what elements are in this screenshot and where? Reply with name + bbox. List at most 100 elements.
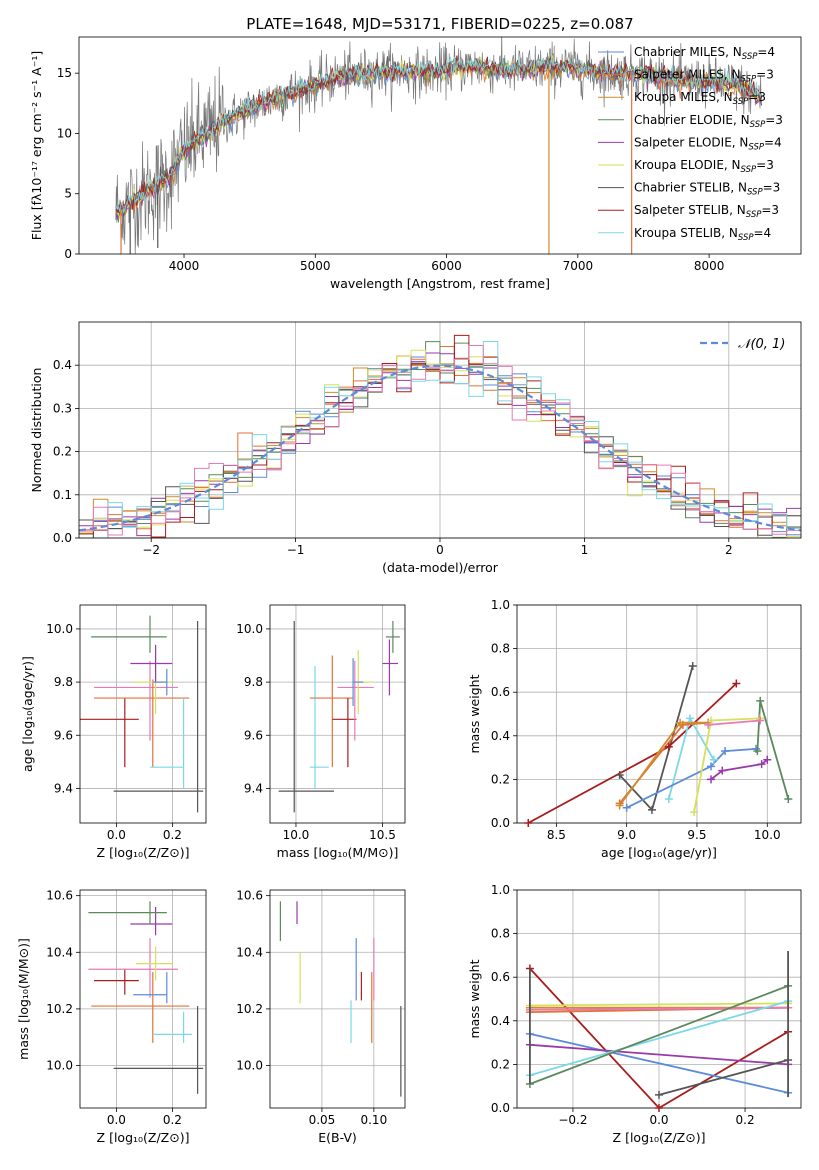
y-tick-label: 9.8 [244, 675, 263, 689]
y-tick-label: 0.0 [53, 531, 72, 545]
x-tick-label: 8.5 [547, 828, 566, 842]
x-tick-label: 10.5 [369, 828, 396, 842]
chart-mass-vs-ebv: 0.05 0.10 10.0 10.2 10.4 10.6 E(B-V) [236, 889, 406, 1145]
x-tick-label: 5000 [300, 259, 331, 273]
weight-series-chabrier_elodie [756, 700, 790, 800]
weight-marker [688, 662, 697, 671]
x-tick-label: −2 [142, 543, 160, 557]
weight-series-salpeter_elodie [529, 1043, 789, 1066]
histogram-salpeter_elodie [79, 352, 801, 537]
histogram-salpeter_stelib [79, 334, 801, 538]
weight-series-pink [708, 719, 761, 726]
x-axis-label: age [log₁₀(age/yr)] [601, 845, 717, 860]
x-tick-label: −1 [287, 543, 305, 557]
x-tick-label: 2 [725, 543, 733, 557]
weight-series-kroupa_miles [618, 721, 709, 807]
y-tick-label: 15 [57, 66, 72, 80]
plot-area [79, 334, 801, 538]
weight-marker [690, 808, 699, 817]
x-tick-label: 1 [581, 543, 589, 557]
x-tick-label: 0.2 [163, 1113, 182, 1127]
y-tick-label: 9.4 [54, 781, 73, 795]
chart-residuals: −2 −1 0 1 2 0.0 0.1 0.2 0.3 0.4 (data-model)/error… [29, 321, 802, 575]
legend-label: Salpeter ELODIE, NSSP=4 [634, 135, 782, 152]
plot-area [80, 615, 204, 813]
chart-weight-vs-Z: −0.2 0.0 0.2 0.0 0.2 0.4 0.6 0.8 1.0 Z [log₁₀(Z/Z… [467, 883, 802, 1145]
y-tick-label: 1.0 [491, 883, 510, 897]
y-axis-label: age [log₁₀(age/yr)] [20, 656, 35, 772]
weight-marker [756, 696, 765, 705]
legend-label: Chabrier STELIB, NSSP=3 [634, 181, 780, 198]
y-tick-label: 0 [64, 247, 72, 261]
x-tick-label: 4000 [169, 259, 200, 273]
spectrum-legend: Chabrier MILES, NSSP=4 Salpeter MILES, NS… [598, 45, 783, 243]
y-tick-label: 0.8 [491, 927, 510, 941]
y-tick-label: 10.0 [46, 1059, 73, 1073]
axes-frame [516, 604, 802, 824]
weight-marker [721, 747, 730, 756]
y-tick-label: 0.4 [53, 358, 72, 372]
y-tick-label: 10.6 [236, 889, 263, 903]
y-tick-label: 10.4 [236, 945, 263, 959]
chart-mass-vs-Z: 0.0 0.2 10.0 10.2 10.4 10.6 Z [log₁₀(Z/Z⊙)] mas… [16, 889, 207, 1145]
x-tick-label: 0.0 [649, 1113, 668, 1127]
weight-marker [709, 755, 718, 764]
chart-age-vs-Z: 0.0 0.2 9.4 9.6 9.8 10.0 Z [log₁₀(Z/Z⊙)] age [l… [20, 604, 207, 860]
histogram-kroupa_stelib [79, 341, 801, 538]
legend-label: Salpeter STELIB, NSSP=3 [634, 203, 779, 220]
y-tick-label: 10.2 [46, 1002, 73, 1016]
chart-weight-vs-age: 8.5 9.0 9.5 10.0 0.0 0.2 0.4 0.6 0.8 1.0 age [log₁… [467, 598, 802, 860]
y-tick-label: 0.2 [491, 1057, 510, 1071]
legend-label: Kroupa STELIB, NSSP=4 [634, 226, 771, 243]
plot-area [88, 901, 204, 1094]
legend-label: Salpeter MILES, NSSP=3 [634, 68, 774, 85]
axes-frame [79, 889, 207, 1109]
y-axis-label: mass weight [467, 674, 482, 753]
legend-label: Kroupa ELODIE, NSSP=3 [634, 158, 774, 175]
weight-series-chabrier_stelib [618, 665, 694, 812]
weight-marker [707, 775, 716, 784]
y-tick-label: 1.0 [491, 598, 510, 612]
weight-series-salpeter_stelib [529, 967, 789, 1108]
y-tick-label: 5 [64, 187, 72, 201]
y-tick-label: 0.4 [491, 1014, 510, 1028]
legend-label: Kroupa MILES, NSSP=3 [634, 90, 766, 107]
axes-frame [79, 604, 207, 824]
weight-marker [707, 762, 716, 771]
x-tick-label: 0.2 [163, 828, 182, 842]
weight-marker [664, 795, 673, 804]
weight-marker [763, 755, 772, 764]
x-tick-label: 0.10 [360, 1113, 387, 1127]
y-axis-label: Flux [fλ10⁻¹⁷ erg cm⁻² s⁻¹ A⁻¹] [29, 51, 44, 240]
x-axis-label: E(B-V) [318, 1130, 357, 1145]
model-spectrum-kroupa_stelib [115, 56, 763, 214]
weight-marker [784, 795, 793, 804]
x-tick-label: 8000 [694, 259, 725, 273]
weight-series-salpeter_miles [618, 721, 709, 804]
y-tick-label: 9.6 [244, 728, 263, 742]
plot-area [115, 37, 763, 254]
plot-area [527, 665, 790, 823]
weight-marker [676, 718, 685, 727]
x-tick-label: 0 [436, 543, 444, 557]
x-axis-label: Z [log₁₀(Z/Z⊙)] [97, 1130, 190, 1145]
plot-area [529, 967, 789, 1108]
weight-series-pink [529, 1006, 789, 1011]
x-tick-label: 9.5 [687, 828, 706, 842]
y-tick-label: 0.8 [491, 642, 510, 656]
residual-legend: 𝒩(0, 1) [700, 337, 785, 352]
weight-marker [732, 679, 741, 688]
x-tick-label: 7000 [563, 259, 594, 273]
weight-marker [615, 771, 624, 780]
weight-series-chabrier_elodie [529, 985, 789, 1085]
y-tick-label: 10.2 [236, 1002, 263, 1016]
y-tick-label: 10.6 [46, 889, 73, 903]
axes-frame [269, 889, 406, 1109]
weight-marker [647, 805, 656, 814]
y-tick-label: 10.0 [46, 622, 73, 636]
weight-marker [622, 803, 631, 812]
weight-marker [704, 720, 713, 729]
plot-area [278, 620, 400, 813]
y-tick-label: 0.6 [491, 970, 510, 984]
weight-series-kroupa_elodie [529, 1002, 789, 1007]
